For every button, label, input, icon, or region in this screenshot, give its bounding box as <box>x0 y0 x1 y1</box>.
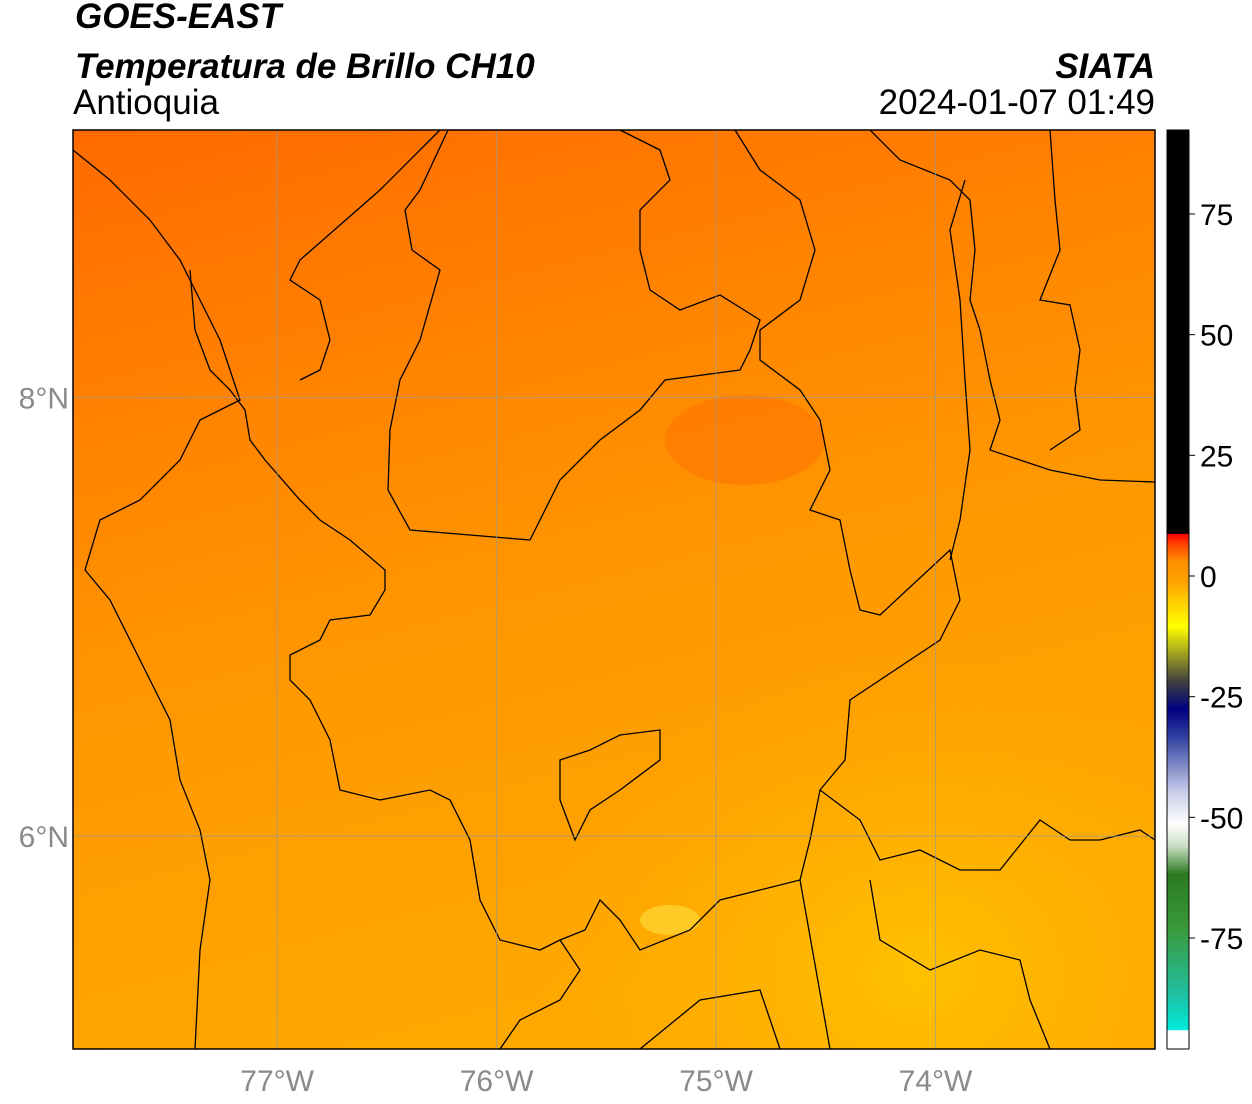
temperature-field <box>640 905 700 935</box>
map-frame <box>72 129 1156 1050</box>
datetime: 2024-01-07 01:49 <box>879 83 1155 122</box>
map <box>72 129 1156 1050</box>
x-tick-label: 75°W <box>679 1065 753 1098</box>
source: SIATA <box>1055 47 1155 86</box>
colorbar-tick-label: 75 <box>1200 199 1233 232</box>
x-tick-label: 77°W <box>240 1065 314 1098</box>
temperature-field <box>665 395 825 485</box>
colorbar-tick-label: 0 <box>1200 561 1217 594</box>
region: Antioquia <box>73 83 219 122</box>
subtitle: Temperatura de Brillo CH10 <box>75 47 535 86</box>
colorbar-tick-label: -50 <box>1200 802 1243 835</box>
y-tick-label: 8°N <box>19 383 69 416</box>
temperature-field <box>73 130 1155 1049</box>
colorbar-tick-label: 25 <box>1200 440 1233 473</box>
colorbar-tick-label: -25 <box>1200 682 1243 715</box>
title: GOES-EAST <box>75 0 284 36</box>
x-tick-label: 76°W <box>460 1065 534 1098</box>
colorbar-tick-label: 50 <box>1200 320 1233 353</box>
x-tick-label: 74°W <box>899 1065 973 1098</box>
y-tick-label: 6°N <box>19 821 69 854</box>
borders <box>72 129 1156 1050</box>
colorbar-tick-label: -75 <box>1200 923 1243 956</box>
colorbar <box>1166 129 1190 1050</box>
